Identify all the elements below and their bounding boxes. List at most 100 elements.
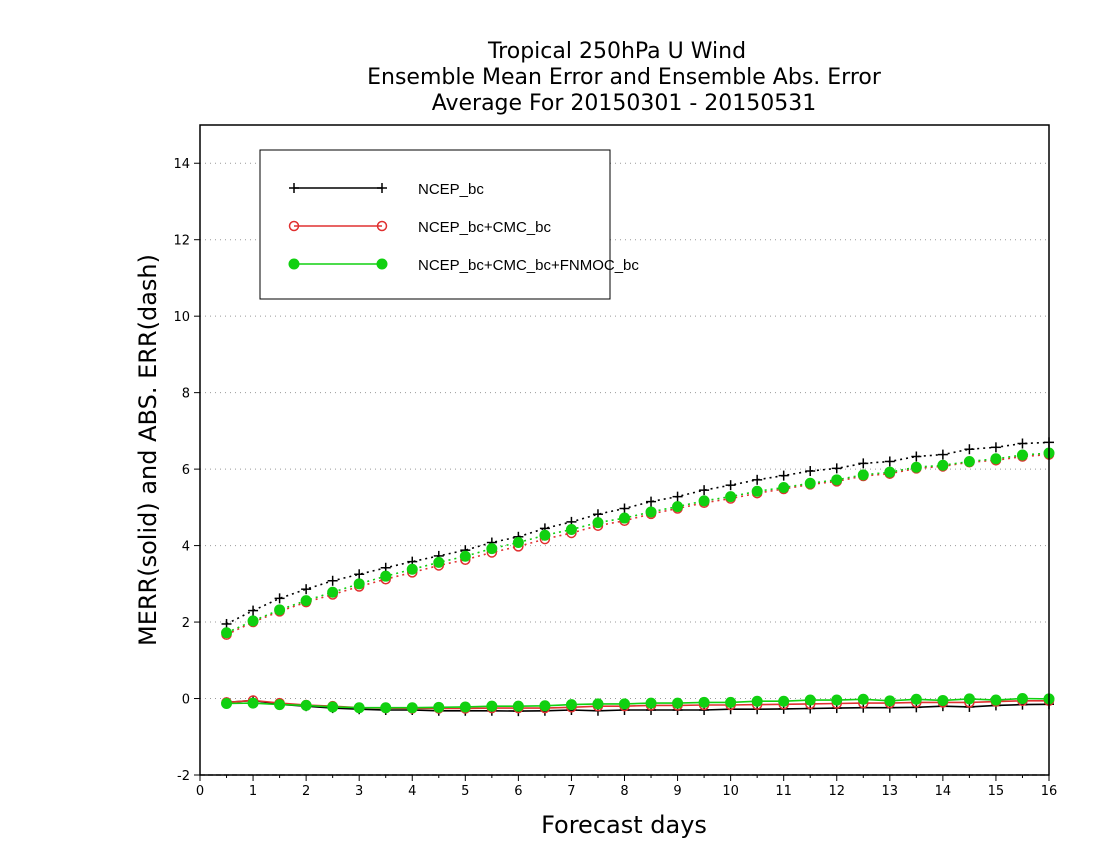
merr-point bbox=[565, 699, 577, 711]
x-tick-label: 9 bbox=[673, 784, 681, 799]
abs-err-line bbox=[226, 441, 1050, 625]
y-tick-label: 0 bbox=[182, 693, 190, 708]
legend-label: NCEP_bc+CMC_bc bbox=[418, 219, 551, 236]
legend: NCEP_bc NCEP_bc+CMC_bc NCEP_bc+CMC_bc+FNMO… bbox=[259, 149, 639, 300]
abs-err-point bbox=[831, 463, 842, 474]
merr-point bbox=[353, 702, 365, 714]
merr-point bbox=[274, 699, 286, 711]
abs-err-point bbox=[274, 593, 285, 604]
abs-err-point bbox=[353, 578, 365, 590]
y-tick-label: 4 bbox=[182, 540, 190, 555]
legend-marker bbox=[376, 220, 388, 232]
x-tick-label: 4 bbox=[408, 784, 416, 799]
y-tick-label: 12 bbox=[173, 234, 190, 249]
merr-point bbox=[645, 697, 657, 709]
merr-point bbox=[247, 697, 259, 709]
abs-err-line bbox=[226, 452, 1050, 634]
x-tick-label: 12 bbox=[828, 784, 845, 799]
x-tick-label: 11 bbox=[775, 784, 792, 799]
abs-err-point bbox=[857, 469, 869, 481]
abs-err-point bbox=[910, 461, 922, 473]
legend-marker bbox=[288, 220, 300, 232]
merr-point bbox=[672, 697, 684, 709]
abs-err-point bbox=[406, 563, 418, 575]
y-tick-label: 2 bbox=[182, 616, 190, 631]
merr-point bbox=[300, 699, 312, 711]
abs-err-point bbox=[221, 627, 233, 639]
x-axis-ticks: 0 1 2 3 4 5 6 7 8 9 10 11 12 13 14 15 16 bbox=[196, 775, 1057, 799]
abs-err-point bbox=[1016, 449, 1028, 461]
abs-err-point bbox=[459, 550, 471, 562]
legend-item: NCEP_bc+CMC_bc+FNMOC_bc bbox=[288, 257, 639, 274]
abs-err-point bbox=[963, 455, 975, 467]
merr-point bbox=[831, 694, 843, 706]
chart-title-line-1: Tropical 250hPa U Wind bbox=[487, 39, 746, 64]
merr-point bbox=[990, 694, 1002, 706]
x-tick-label: 3 bbox=[355, 784, 363, 799]
abs-err-point bbox=[725, 480, 736, 491]
x-tick-label: 0 bbox=[196, 784, 204, 799]
x-axis-title: Forecast days bbox=[541, 811, 707, 839]
abs-err-point bbox=[831, 474, 843, 486]
x-tick-label: 1 bbox=[249, 784, 257, 799]
merr-point bbox=[539, 700, 551, 712]
abs-err-point bbox=[646, 496, 657, 507]
abs-err-point bbox=[300, 595, 312, 607]
x-tick-label: 10 bbox=[722, 784, 739, 799]
merr-point bbox=[963, 693, 975, 705]
y-tick-label: -2 bbox=[177, 769, 190, 784]
abs-err-point bbox=[937, 459, 949, 471]
abs-err-point bbox=[964, 444, 975, 455]
abs-err-point bbox=[619, 503, 630, 514]
abs-err-point bbox=[804, 477, 816, 489]
legend-marker bbox=[289, 183, 299, 193]
merr-point bbox=[459, 701, 471, 713]
legend-box bbox=[259, 149, 611, 300]
x-tick-label: 8 bbox=[620, 784, 628, 799]
abs-err-point bbox=[248, 605, 259, 616]
merr-point bbox=[1016, 693, 1028, 705]
abs-err-point bbox=[911, 451, 922, 462]
merr-point bbox=[698, 696, 710, 708]
abs-err-point bbox=[752, 474, 763, 485]
x-tick-label: 16 bbox=[1041, 784, 1058, 799]
abs-err-point bbox=[301, 584, 312, 595]
x-tick-label: 13 bbox=[882, 784, 899, 799]
abs-err-point bbox=[937, 449, 948, 460]
abs-err-point bbox=[380, 570, 392, 582]
abs-err-point bbox=[698, 495, 710, 507]
abs-err-point bbox=[858, 458, 869, 469]
merr-point bbox=[433, 701, 445, 713]
merr-point bbox=[592, 698, 604, 710]
abs-err-point bbox=[354, 569, 365, 580]
abs-err-point bbox=[990, 453, 1002, 465]
abs-err-point bbox=[778, 481, 790, 493]
x-tick-label: 6 bbox=[514, 784, 522, 799]
abs-err-point bbox=[725, 491, 737, 503]
merr-point bbox=[221, 698, 233, 709]
abs-err-point bbox=[247, 615, 259, 627]
abs-err-point bbox=[884, 466, 896, 478]
legend-marker bbox=[377, 183, 387, 193]
merr-point bbox=[857, 693, 869, 705]
legend-marker bbox=[376, 258, 388, 270]
merr-point bbox=[725, 696, 737, 708]
legend-item: NCEP_bc bbox=[289, 181, 484, 198]
abs-err-point bbox=[274, 604, 286, 616]
y-tick-label: 6 bbox=[182, 463, 190, 478]
abs-err-point bbox=[565, 524, 577, 536]
series-2 bbox=[221, 447, 1055, 714]
abs-err-line bbox=[226, 453, 1050, 636]
merr-point bbox=[327, 701, 339, 713]
x-tick-label: 7 bbox=[567, 784, 575, 799]
y-axis-title: MERR(solid) and ABS. ERR(dash) bbox=[134, 254, 162, 646]
merr-point bbox=[380, 702, 392, 714]
y-tick-label: 8 bbox=[182, 387, 190, 402]
abs-err-point bbox=[778, 470, 789, 481]
abs-err-point bbox=[592, 517, 604, 529]
abs-err-point bbox=[884, 456, 895, 467]
abs-err-point bbox=[699, 485, 710, 496]
merr-point bbox=[804, 694, 816, 706]
x-tick-label: 2 bbox=[302, 784, 310, 799]
y-tick-label: 14 bbox=[173, 157, 190, 172]
